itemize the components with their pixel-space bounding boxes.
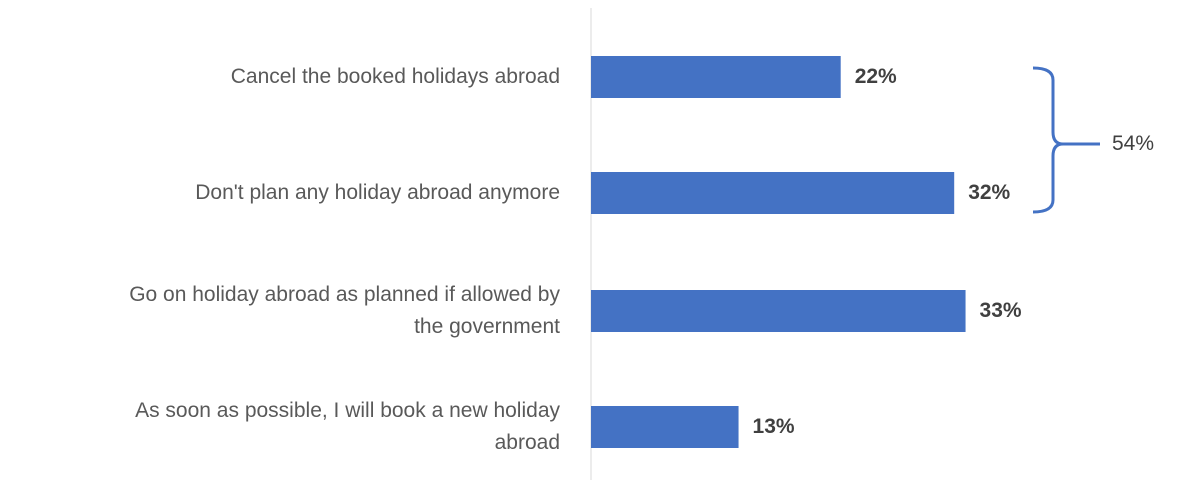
- value-label-4: 13%: [753, 415, 795, 439]
- bar-4: [591, 406, 739, 448]
- bracket-annotation: [1033, 68, 1100, 212]
- bar-3: [591, 290, 966, 332]
- category-label-2: Don't plan any holiday abroad anymore: [0, 177, 560, 209]
- value-label-3: 33%: [980, 299, 1022, 323]
- bracket-total-label: 54%: [1112, 132, 1154, 156]
- category-label-4: As soon as possible, I will book a new h…: [0, 395, 560, 459]
- value-label-2: 32%: [968, 181, 1010, 205]
- bar-1: [591, 56, 841, 98]
- category-label-3: Go on holiday abroad as planned if allow…: [0, 279, 560, 343]
- bar-2: [591, 172, 954, 214]
- value-label-1: 22%: [855, 65, 897, 89]
- category-label-1: Cancel the booked holidays abroad: [0, 61, 560, 93]
